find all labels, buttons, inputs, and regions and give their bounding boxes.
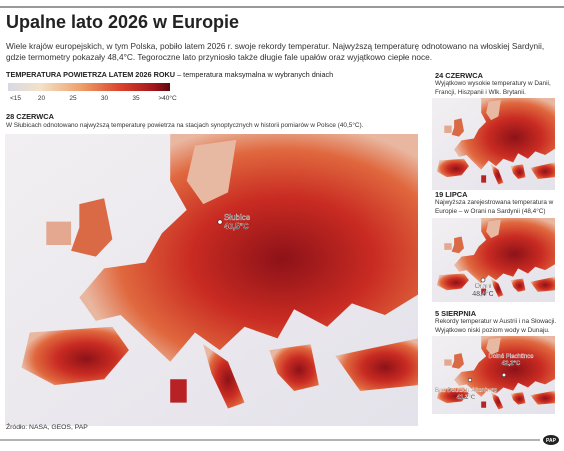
marker-value: 41,2°C [457,395,476,401]
legend-subtitle: – temperatura maksymalna w wybranych dni… [177,70,334,79]
marker-name: Orani [474,283,492,290]
map-date: 28 CZERWCA [6,112,54,121]
marker-value: 48,4°C [472,290,493,298]
marker-name: Dolné Plachtince [488,354,534,360]
legend-title: TEMPERATURA POWIETRZA LATEM 2026 ROKU – … [6,70,333,79]
inset-caption: Wyjątkowo wysokie temperatury w Danii, F… [435,80,551,96]
logo: PAP [546,438,557,444]
legend-label: <15 [10,95,21,102]
marker-name: Słubice [224,213,251,222]
map-caption: W Słubicach odnotowano najwyższą tempera… [6,122,364,129]
marker-value: 40,5°C [224,222,249,231]
legend-label: >40°C [158,94,177,102]
inset-caption: Rekordy temperatur w Austrii i na Słowac… [435,318,557,334]
inset-date: 24 CZERWCA [435,71,483,80]
legend-label: 35 [132,95,140,102]
inset-caption: Najwyższa zarejestrowana temperatura w E… [435,199,554,215]
lead: Wiele krajów europejskich, w tym Polska,… [6,41,545,62]
marker-value: 42,2°C [502,361,521,367]
legend-label: 30 [101,95,109,102]
marker-name: Bad Deutsch-Altenburg [435,388,497,394]
inset-date: 5 SIERPNIA [435,309,477,318]
source: Źródło: NASA, GEOS, PAP [6,424,88,431]
inset-date: 19 LIPCA [435,190,468,199]
legend-label: 25 [69,95,77,102]
title: Upalne lato 2026 w Europie [6,12,240,32]
legend-heading: TEMPERATURA POWIETRZA LATEM 2026 ROKU [6,70,176,79]
legend-label: 20 [38,95,46,102]
